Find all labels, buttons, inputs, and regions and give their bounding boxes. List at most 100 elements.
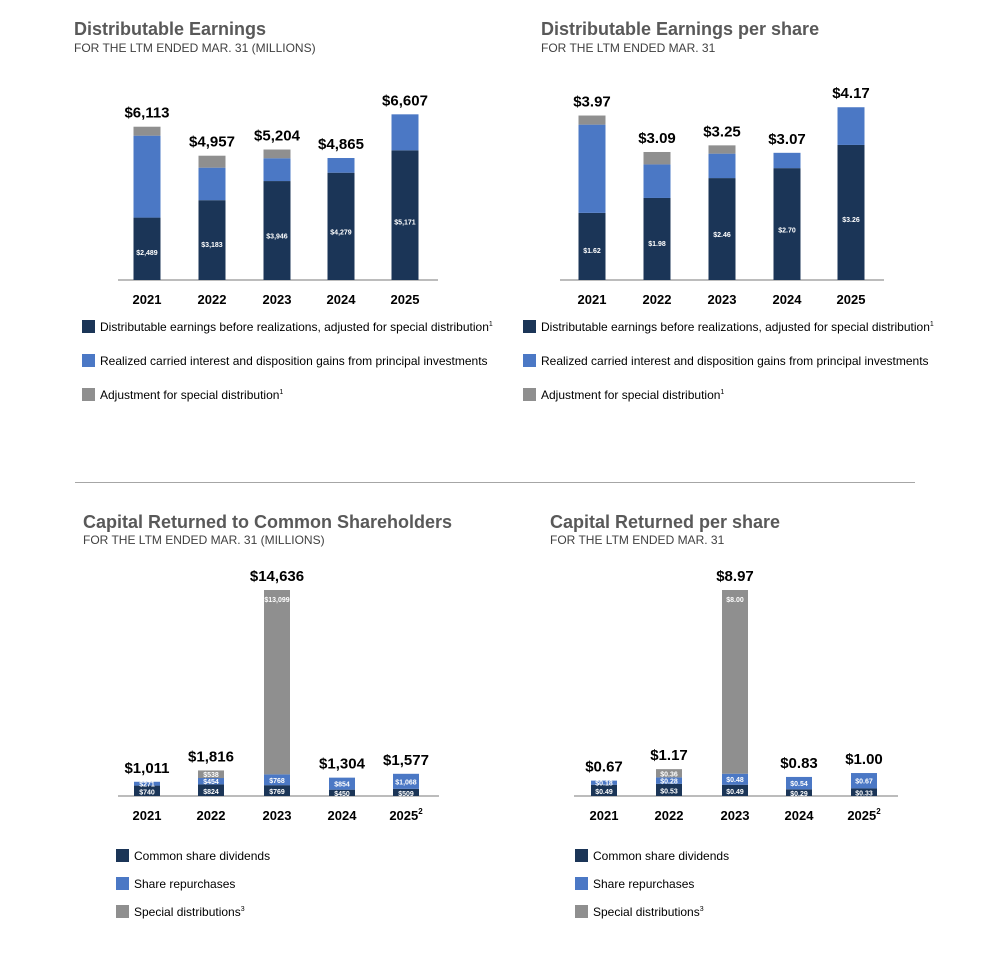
data-label: $454 xyxy=(203,779,219,786)
footnote-marker: 1 xyxy=(720,389,725,396)
category-tick-label: 2022 xyxy=(643,292,672,307)
bar-dark xyxy=(837,144,865,280)
bar-dark xyxy=(722,784,748,796)
category-tick-label: 2024 xyxy=(785,808,815,823)
total-label: $3.07 xyxy=(768,131,806,148)
bar-gray xyxy=(708,145,736,154)
chart-title: Capital Returned to Common Shareholders xyxy=(83,512,453,532)
legend-swatch xyxy=(82,388,95,401)
data-label: $0.28 xyxy=(660,779,678,786)
data-label: $854 xyxy=(334,782,350,789)
chart-title: Distributable Earnings xyxy=(74,19,267,39)
category-tick-label: 2022 xyxy=(198,292,227,307)
bar-blue xyxy=(329,777,355,790)
data-label: $8.00 xyxy=(726,597,744,604)
bar-gray xyxy=(643,151,671,165)
category-tick-label: 2021 xyxy=(578,292,607,307)
category-tick-label: 2021 xyxy=(133,292,162,307)
bar-dark xyxy=(391,150,419,280)
data-label: $2.70 xyxy=(778,228,796,235)
legend-swatch xyxy=(116,905,129,918)
bar-gray xyxy=(264,590,290,775)
bar-blue xyxy=(851,773,877,789)
data-label: $0.36 xyxy=(660,771,678,778)
legend-label: Special distributions3 xyxy=(134,905,245,919)
bar-dark xyxy=(708,178,736,280)
legend-swatch xyxy=(82,354,95,367)
category-tick-label: 2024 xyxy=(327,292,357,307)
data-label: $3.26 xyxy=(842,217,860,224)
bar-blue xyxy=(591,780,617,785)
data-label: $0.48 xyxy=(726,777,744,784)
bar-dark xyxy=(327,172,355,280)
bar-blue xyxy=(263,158,291,182)
legend-label: Adjustment for special distribution1 xyxy=(100,388,284,402)
category-tick-label: 2023 xyxy=(263,292,292,307)
bar-blue xyxy=(198,778,224,785)
bar-dark xyxy=(134,785,160,796)
data-label: $0.49 xyxy=(595,789,613,796)
legend-swatch xyxy=(82,320,95,333)
data-label: $13,099 xyxy=(264,597,289,604)
data-label: $1.98 xyxy=(648,241,666,248)
data-label: $3,183 xyxy=(201,242,223,249)
category-tick-label: 2022 xyxy=(197,808,226,823)
category-tick-label: 2023 xyxy=(708,292,737,307)
category-tick-label: 2021 xyxy=(590,808,619,823)
data-label: $1.62 xyxy=(583,248,601,255)
legend-label: Common share dividends xyxy=(593,849,730,863)
total-label: $1.00 xyxy=(845,751,883,768)
total-label: $5,204 xyxy=(254,128,301,145)
data-label: $769 xyxy=(269,789,285,796)
legend-swatch xyxy=(523,354,536,367)
total-label: $1.17 xyxy=(650,747,688,764)
bar-dark xyxy=(198,200,226,280)
bar-blue xyxy=(722,773,748,785)
data-label: $2,489 xyxy=(136,250,158,257)
data-label: $0.54 xyxy=(790,781,808,788)
data-label: $538 xyxy=(203,772,219,779)
bar-dark xyxy=(786,789,812,796)
chart-subtitle: FOR THE LTM ENDED MAR. 31 (MILLIONS) xyxy=(83,533,325,547)
footnote-marker: 1 xyxy=(488,321,493,328)
data-label: $768 xyxy=(269,778,285,785)
bar-gray xyxy=(578,115,606,125)
bar-gray xyxy=(133,126,161,136)
legend-swatch xyxy=(575,905,588,918)
total-label: $3.09 xyxy=(638,130,676,147)
bar-blue xyxy=(391,114,419,151)
bar-blue xyxy=(198,167,226,201)
bar-gray xyxy=(198,155,226,168)
footnote-marker: 3 xyxy=(240,906,245,913)
legend-label: Distributable earnings before realizatio… xyxy=(100,320,493,334)
legend-label: Common share dividends xyxy=(134,849,271,863)
category-tick-label: 2023 xyxy=(263,808,292,823)
legend-swatch xyxy=(523,320,536,333)
data-label: $5,171 xyxy=(394,220,416,227)
data-label: $824 xyxy=(203,789,219,796)
chart-title: Distributable Earnings per share xyxy=(541,19,820,39)
total-label: $6,113 xyxy=(124,105,169,122)
legend-label: Share repurchases xyxy=(593,877,695,891)
legend-swatch xyxy=(116,849,129,862)
legend-label: Realized carried interest and dispositio… xyxy=(100,354,488,368)
bar-blue xyxy=(264,774,290,786)
total-label: $0.67 xyxy=(585,759,623,776)
bar-blue xyxy=(134,781,160,786)
chart-subtitle: FOR THE LTM ENDED MAR. 31 xyxy=(541,41,716,55)
data-label: $0.67 xyxy=(855,779,873,786)
total-label: $4,865 xyxy=(318,136,364,153)
legend-swatch xyxy=(116,877,129,890)
legend-label: Adjustment for special distribution1 xyxy=(541,388,725,402)
legend-swatch xyxy=(575,849,588,862)
legend-swatch xyxy=(575,877,588,890)
legend-label: Realized carried interest and dispositio… xyxy=(541,354,929,368)
category-tick-label: 2024 xyxy=(328,808,358,823)
data-label: $740 xyxy=(139,789,155,796)
bar-dark xyxy=(198,784,224,796)
footnote-marker: 1 xyxy=(279,389,284,396)
